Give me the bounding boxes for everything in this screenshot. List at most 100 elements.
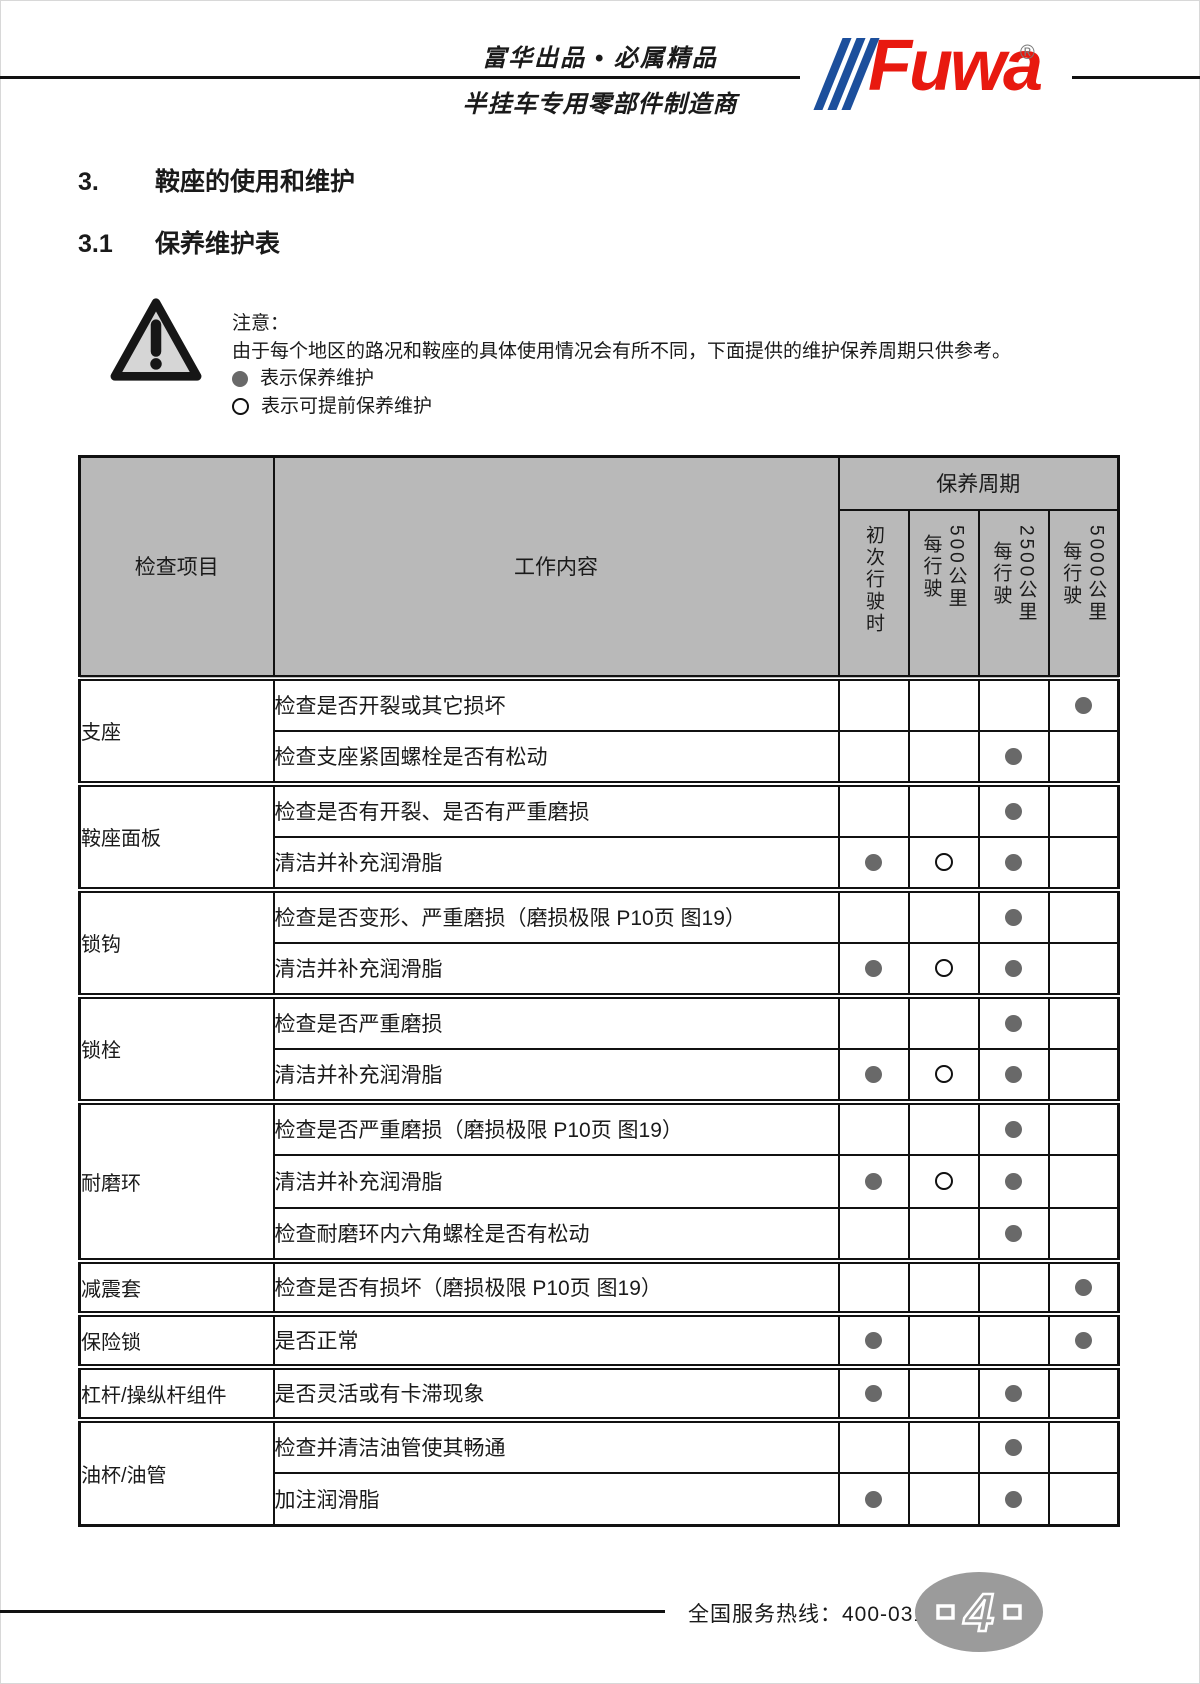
mark-cell [907, 1257, 980, 1315]
work-cell: 检查是否有开裂、是否有严重磨损 [272, 780, 840, 838]
mark-cell [977, 1206, 1050, 1262]
item-cell: 锁栓 [78, 992, 275, 1103]
mark-cell [977, 1047, 1050, 1103]
mark-cell [907, 1471, 980, 1527]
mark-cell [977, 780, 1050, 838]
mark-cell [1047, 1471, 1120, 1527]
badge-square-icon [1003, 1604, 1022, 1620]
maintenance-dot-icon [865, 853, 882, 871]
header-slogan-top: 富华出品 • 必属精品 [482, 45, 718, 72]
mark-cell [837, 886, 910, 944]
fuwa-logo: Fuwa ® [813, 26, 1062, 120]
mark-cell [907, 780, 980, 838]
maintenance-dot-icon [1005, 959, 1022, 977]
legend-hollow-label: 表示可提前保养维护 [261, 395, 433, 417]
work-cell: 检查是否变形、严重磨损（磨损极限 P10页 图19） [272, 886, 840, 944]
period-col-label: 每行驶 500公里 [920, 524, 967, 610]
maintenance-dot-icon [1005, 802, 1022, 820]
mark-cell [977, 886, 1050, 944]
notice-block: 注意： 由于每个地区的路况和鞍座的具体使用情况会有所不同，下面提供的维护保养周期… [232, 310, 1011, 420]
period-col-header: 每行驶 5000公里 [1047, 508, 1120, 679]
work-cell: 清洁并补充润滑脂 [272, 1153, 840, 1209]
period-col-header: 每行驶 2500公里 [977, 508, 1050, 679]
mark-cell [837, 1153, 910, 1209]
work-cell: 清洁并补充润滑脂 [272, 1047, 840, 1103]
table-row: 杠杆/操纵杆组件 是否灵活或有卡滞现象 [78, 1363, 1120, 1421]
mark-cell [1047, 674, 1120, 732]
maintenance-dot-icon [1005, 1014, 1022, 1032]
mark-cell [1047, 1153, 1120, 1209]
mark-cell [907, 835, 980, 891]
maintenance-table-body: 支座 检查是否开裂或其它损坏 检查支座紧固螺栓是否有松动 鞍座面板 检查是否有开裂、是否… [78, 674, 1120, 1527]
mark-cell [977, 835, 1050, 891]
item-cell: 耐磨环 [78, 1098, 275, 1262]
mark-cell [977, 941, 1050, 997]
subsection-title: 保养维护表 [155, 230, 281, 258]
subsection-number: 3.1 [78, 230, 113, 258]
mark-cell [837, 1363, 910, 1421]
period-col-label: 每行驶 2500公里 [990, 524, 1037, 623]
mark-cell [977, 674, 1050, 732]
header-rule-left [0, 76, 800, 79]
work-cell: 清洁并补充润滑脂 [272, 941, 840, 997]
mark-cell [1047, 941, 1120, 997]
mark-cell [1047, 780, 1120, 838]
mark-cell [1047, 1257, 1120, 1315]
maintenance-dot-icon [1005, 853, 1022, 871]
mark-cell [1047, 992, 1120, 1050]
early-maintenance-circle-icon [232, 397, 249, 415]
mark-cell [1047, 1363, 1120, 1421]
mark-cell [907, 992, 980, 1050]
table-row: 鞍座面板 检查是否有开裂、是否有严重磨损 [78, 780, 1120, 891]
maintenance-dot-icon [1005, 1065, 1022, 1083]
table-header-row: 检查项目 工作内容 保养周期 [78, 455, 1120, 679]
item-cell: 杠杆/操纵杆组件 [78, 1363, 275, 1421]
work-cell: 检查并清洁油管使其畅通 [272, 1416, 840, 1474]
mark-cell [1047, 1047, 1120, 1103]
maintenance-dot-icon [1005, 1172, 1022, 1190]
table-row: 耐磨环 检查是否严重磨损（磨损极限 P10页 图19） [78, 1098, 1120, 1262]
mark-cell [837, 729, 910, 785]
work-cell: 检查是否严重磨损 [272, 992, 840, 1050]
mark-cell [907, 1310, 980, 1368]
maintenance-dot-icon [865, 1065, 882, 1083]
mark-cell [977, 729, 1050, 785]
mark-cell [837, 1047, 910, 1103]
maintenance-dot-icon [865, 959, 882, 977]
mark-cell [907, 886, 980, 944]
maintenance-dot-icon [232, 370, 248, 387]
table-row: 锁栓 检查是否严重磨损 [78, 992, 1120, 1103]
maintenance-dot-icon [1005, 747, 1022, 765]
maintenance-dot-icon [865, 1172, 882, 1190]
mark-cell [1047, 1206, 1120, 1262]
maintenance-dot-icon [865, 1331, 882, 1349]
maintenance-dot-icon [1005, 1120, 1022, 1138]
work-cell: 检查是否有损坏（磨损极限 P10页 图19） [272, 1257, 840, 1315]
mark-cell [837, 1098, 910, 1156]
page-number-badge: 4 [913, 1570, 1045, 1659]
table-row: 油杯/油管 检查并清洁油管使其畅通 [78, 1416, 1120, 1527]
warning-triangle-icon [108, 296, 204, 389]
work-cell: 清洁并补充润滑脂 [272, 835, 840, 891]
period-col-header: 初次行驶时 [837, 508, 910, 679]
logo-wordmark: Fuwa [868, 26, 1043, 106]
item-cell: 减震套 [78, 1257, 275, 1315]
work-cell: 检查耐磨环内六角螺栓是否有松动 [272, 1206, 840, 1262]
mark-cell [907, 1206, 980, 1262]
item-cell: 锁钩 [78, 886, 275, 997]
legend-filled-label: 表示保养维护 [260, 368, 375, 389]
period-col-header: 每行驶 500公里 [907, 508, 980, 679]
mark-cell [907, 1047, 980, 1103]
mark-cell [977, 992, 1050, 1050]
mark-cell [977, 1098, 1050, 1156]
early-maintenance-circle-icon [934, 959, 953, 978]
maintenance-table: 检查项目 工作内容 保养周期 初次行驶时 每行驶 500公里 每行驶 2500公… [78, 455, 1120, 1527]
item-cell: 保险锁 [78, 1310, 275, 1368]
mark-cell [1047, 1416, 1120, 1474]
mark-cell [977, 1153, 1050, 1209]
registered-trademark-icon: ® [1020, 42, 1035, 64]
mark-cell [977, 1416, 1050, 1474]
mark-cell [907, 941, 980, 997]
section-number: 3. [78, 168, 99, 196]
